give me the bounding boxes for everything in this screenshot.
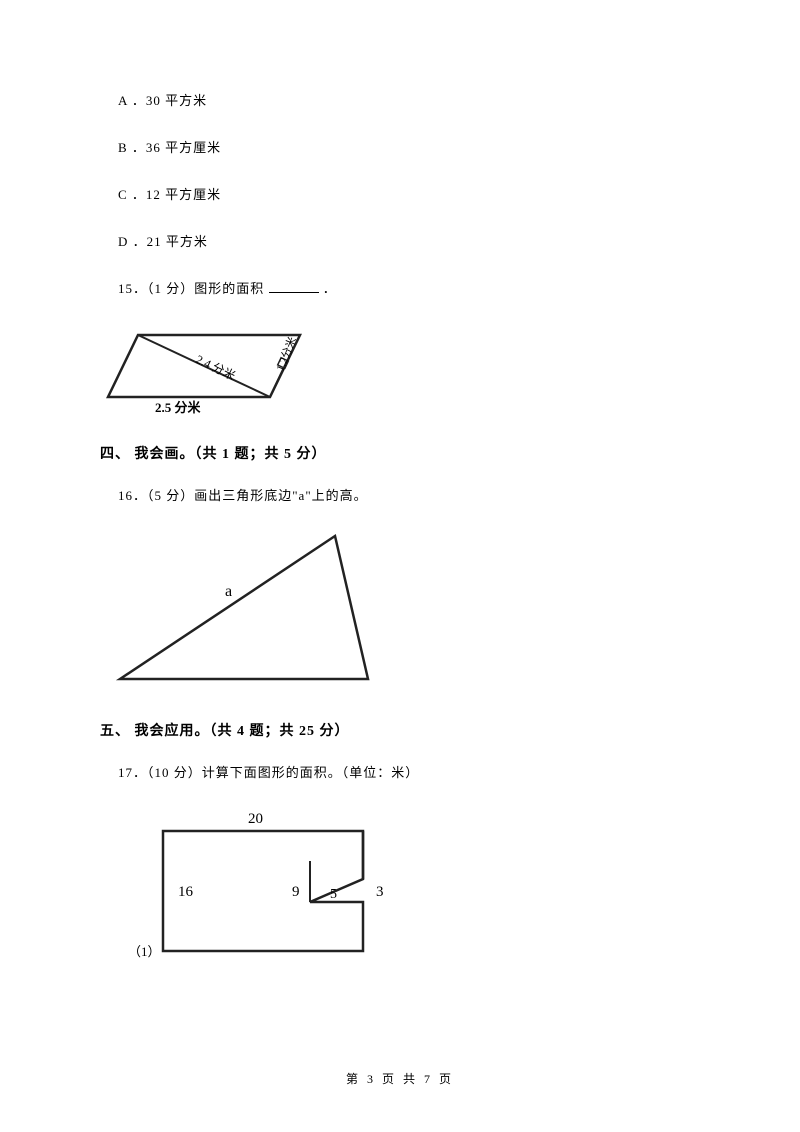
- triangle-figure: a: [100, 524, 700, 698]
- option-b: B ．36 平方厘米: [100, 137, 700, 156]
- question-16: 16．（5 分）画出三角形底边"a"上的高。: [100, 485, 700, 504]
- composite-label-9: 9: [292, 884, 300, 900]
- parallelogram-label-25: 2.5 分米: [155, 400, 202, 415]
- composite-label-5: 5: [330, 887, 337, 902]
- parallelogram-label-24: 2.4 分米: [194, 352, 238, 383]
- triangle-label-a: a: [225, 583, 232, 600]
- parallelogram-label-12: 1.2分米: [274, 335, 299, 373]
- option-d: D ．21 平方米: [100, 231, 700, 250]
- page-footer: 第 3 页 共 7 页: [0, 1070, 800, 1087]
- section-4-header: 四、 我会画。（共 1 题；共 5 分）: [100, 443, 700, 463]
- composite-label-16: 16: [178, 884, 194, 900]
- question-17: 17．（10 分）计算下面图形的面积。（单位：米）: [100, 762, 700, 781]
- q15-suffix: ．: [323, 281, 337, 296]
- question-15: 15．（1 分）图形的面积 ．: [100, 278, 700, 297]
- q15-blank: [269, 280, 319, 293]
- q17-sub1: （1）: [128, 944, 161, 959]
- q15-text: 15．（1 分）图形的面积: [118, 281, 264, 296]
- composite-figure: 20 16 9 5 3 （1）: [118, 801, 700, 980]
- option-c: C ．12 平方厘米: [100, 184, 700, 203]
- composite-label-3: 3: [376, 884, 384, 900]
- section-5-header: 五、 我会应用。（共 4 题；共 25 分）: [100, 720, 700, 740]
- option-a: A ．30 平方米: [100, 90, 700, 109]
- parallelogram-figure: 2.4 分米 1.2分米 2.5 分米: [100, 317, 700, 421]
- composite-label-20: 20: [248, 811, 263, 827]
